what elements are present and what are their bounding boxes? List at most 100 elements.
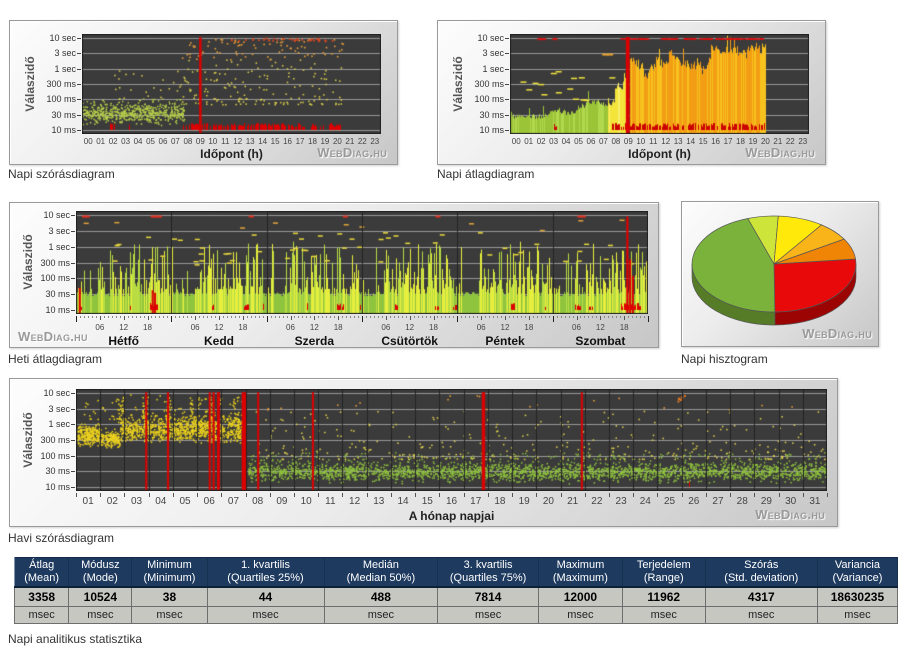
- x-tick-mark: [302, 316, 304, 318]
- x-tick-mark: [633, 493, 635, 497]
- x-tick-label: 04: [133, 137, 143, 146]
- x-tick-mark: [262, 316, 264, 318]
- x-tick-label: 01: [96, 137, 106, 146]
- x-tick-mark: [608, 493, 610, 497]
- x-axis-label: A hónap napjai: [408, 509, 495, 523]
- x-tick-mark: [705, 493, 707, 497]
- x-tick-mark: [608, 316, 610, 318]
- day-name-label: Péntek: [485, 334, 525, 348]
- y-tick-mark: [71, 247, 75, 248]
- x-tick-mark: [425, 316, 427, 318]
- x-tick-mark: [278, 316, 280, 318]
- x-tick-label: 08: [611, 137, 621, 146]
- y-tick-label: 300 ms: [40, 435, 70, 445]
- pie-slice-1: [691, 218, 776, 313]
- x-tick-label: 24: [639, 496, 651, 507]
- x-tick-mark: [250, 316, 252, 318]
- x-tick-mark: [385, 316, 387, 320]
- table-header-cell: Medián (Median 50%): [323, 557, 439, 588]
- x-tick-mark: [99, 316, 101, 320]
- x-tick-label: 05: [179, 496, 191, 507]
- x-tick-mark: [211, 316, 213, 318]
- y-tick-mark: [77, 69, 81, 70]
- x-tick-mark: [600, 316, 602, 320]
- x-tick-mark: [681, 493, 683, 497]
- x-tick-label: 00: [83, 137, 93, 146]
- y-tick-mark: [71, 471, 75, 472]
- x-tick-mark: [334, 316, 336, 318]
- x-tick-label: 10: [636, 137, 646, 146]
- weekly-average-chart-panel: Válaszidő WebDiag.hu 10 sec 3 sec 1 sec 300…: [9, 202, 659, 348]
- x-tick-label: 27: [712, 496, 724, 507]
- y-tick-label: 3 sec: [48, 403, 70, 414]
- x-tick-label: 04: [561, 137, 571, 146]
- x-tick-mark: [191, 316, 193, 318]
- x-tick-label: 10: [300, 496, 312, 507]
- table-header-cell: 3. kvartilis (Quartiles 75%): [437, 557, 539, 588]
- y-tick-mark: [505, 99, 509, 100]
- webdiag-watermark: WebDiag.hu: [317, 145, 387, 160]
- table-header-cell: 1. kvartilis (Quartiles 25%): [206, 557, 325, 588]
- y-tick-mark: [77, 38, 81, 39]
- chart-caption-daily-average: Napi átlagdiagram: [437, 167, 535, 181]
- x-hour-label: 18: [238, 323, 248, 332]
- x-tick-label: 03: [121, 137, 131, 146]
- x-tick-label: 23: [615, 496, 627, 507]
- webdiag-watermark: WebDiag.hu: [18, 329, 88, 344]
- table-header-row: Átlag (Mean) Módusz (Mode) Minimum (Minimum) 1…: [13, 557, 898, 588]
- x-tick-mark: [286, 316, 288, 318]
- x-tick-mark: [532, 316, 534, 318]
- x-tick-label: 04: [155, 496, 167, 507]
- x-tick-mark: [362, 316, 363, 322]
- table-value-cell: 488: [323, 586, 439, 607]
- x-tick-mark: [179, 316, 181, 318]
- x-tick-mark: [310, 316, 312, 318]
- x-tick-mark: [171, 316, 173, 322]
- table-value-cell: 38: [131, 586, 208, 607]
- x-tick-label: 23: [798, 137, 808, 146]
- x-tick-mark: [540, 316, 542, 318]
- x-tick-mark: [524, 316, 526, 318]
- x-tick-mark: [322, 316, 324, 318]
- y-tick-label: 10 sec: [49, 33, 76, 43]
- x-tick-label: 13: [245, 137, 255, 146]
- x-tick-mark: [730, 493, 732, 497]
- x-tick-mark: [417, 316, 419, 318]
- y-tick-mark: [71, 456, 75, 457]
- y-tick-label: 10 ms: [479, 125, 504, 135]
- x-tick-label: 15: [698, 137, 708, 146]
- x-tick-mark: [457, 316, 459, 322]
- x-tick-label: 14: [397, 496, 409, 507]
- x-tick-mark: [107, 316, 109, 318]
- x-tick-mark: [254, 316, 256, 318]
- x-tick-label: 16: [445, 496, 458, 507]
- y-tick-label: 1 sec: [48, 419, 70, 430]
- x-tick-mark: [564, 316, 566, 318]
- y-tick-label: 100 ms: [46, 94, 76, 105]
- table-header-cell: Módusz (Mode): [68, 557, 133, 588]
- x-tick-mark: [544, 316, 546, 318]
- table-unit-cell: msec: [131, 606, 208, 624]
- x-tick-mark: [469, 316, 471, 318]
- x-tick-mark: [501, 316, 503, 318]
- table-unit-cell: msec: [13, 606, 70, 624]
- monthly_scatter-canvas: [76, 389, 827, 491]
- table-unit-cell: msec: [704, 606, 818, 624]
- table-value-cell: 44: [206, 586, 325, 607]
- x-hour-label: 12: [500, 323, 510, 332]
- x-hour-label: 18: [619, 323, 629, 332]
- y-tick-label: 300 ms: [474, 79, 504, 89]
- y-tick-label: 3 sec: [48, 225, 70, 236]
- x-tick-mark: [215, 316, 217, 318]
- statistics-table: Átlag (Mean) Módusz (Mode) Minimum (Minimum) 1…: [13, 557, 898, 624]
- y-tick-mark: [77, 99, 81, 100]
- x-hour-label: 06: [95, 323, 105, 332]
- table-caption: Napi analitikus statisztika: [8, 632, 143, 646]
- x-tick-mark: [294, 316, 296, 318]
- x-tick-mark: [207, 316, 209, 318]
- x-tick-mark: [199, 316, 201, 318]
- y-tick-mark: [71, 215, 75, 216]
- x-tick-mark: [536, 316, 538, 318]
- x-hour-label: 18: [429, 323, 438, 332]
